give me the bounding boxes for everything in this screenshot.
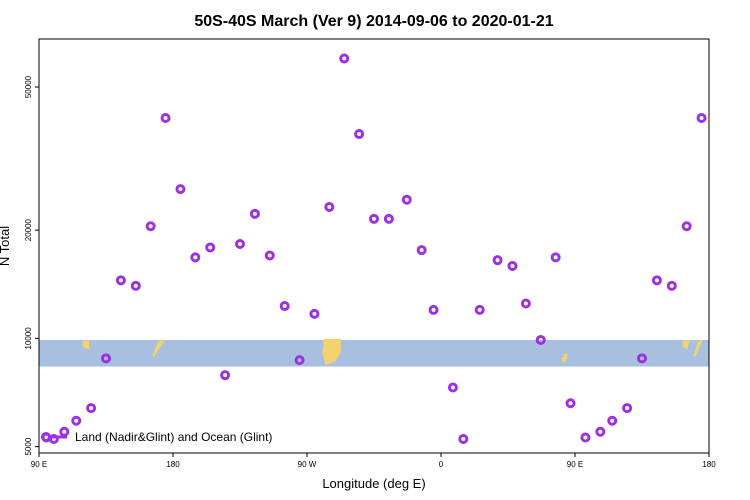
data-point [86, 403, 97, 414]
data-point [474, 304, 485, 315]
ocean-band [39, 339, 709, 367]
data-point [696, 113, 707, 124]
data-point [447, 382, 458, 393]
x-tick-label: 0 [439, 460, 444, 469]
data-point [651, 275, 662, 286]
legend-label: Land (Nadir&Glint) and Ocean (Glint) [75, 430, 272, 444]
data-point [130, 280, 141, 291]
data-point [492, 255, 503, 266]
data-point [115, 275, 126, 286]
legend-marker [41, 432, 51, 442]
data-point [520, 298, 531, 309]
x-tick-label: 90 E [31, 460, 47, 469]
data-point [637, 353, 647, 364]
data-point [220, 370, 231, 381]
data-point [339, 53, 350, 64]
data-point [666, 280, 677, 291]
y-axis-label: N Total [0, 226, 12, 266]
land-patch [152, 339, 165, 357]
data-point [71, 415, 82, 426]
data-point [354, 129, 365, 140]
data-point [205, 242, 216, 253]
data-point [622, 403, 633, 414]
data-point [580, 432, 591, 443]
data-point [383, 213, 394, 224]
data-point [175, 184, 186, 195]
data-point [595, 426, 606, 437]
chart-title: 50S-40S March (Ver 9) 2014-09-06 to 2020… [194, 13, 553, 30]
x-tick-label: 90 E [567, 460, 583, 469]
data-point [235, 238, 245, 249]
data-point [279, 301, 290, 312]
x-tick-label: 180 [702, 460, 716, 469]
data-point [324, 201, 335, 212]
data-point [309, 308, 320, 319]
land-patch [693, 339, 703, 357]
data-point [101, 353, 111, 364]
data-point [565, 398, 576, 409]
data-point [190, 252, 201, 263]
data-point [535, 334, 546, 345]
data-point [507, 260, 518, 271]
data-point [145, 221, 156, 232]
y-axis: 5000 10000 20000 50000 [24, 75, 39, 456]
land-patch [82, 340, 90, 350]
land-patch [563, 353, 568, 360]
x-axis: 90 E 180 90 W 0 90 E 180 [31, 453, 716, 469]
data-point [401, 194, 412, 205]
data-point [416, 245, 427, 256]
data-point [550, 252, 561, 263]
y-tick-label: 20000 [24, 218, 33, 241]
data-point [607, 415, 618, 426]
x-axis-label: Longitude (deg E) [322, 476, 425, 491]
y-tick-label: 5000 [24, 437, 33, 455]
data-point [428, 304, 439, 315]
points-layer [41, 53, 707, 445]
data-point [458, 434, 469, 445]
data-point [160, 113, 171, 124]
data-point [264, 250, 275, 261]
legend: Land (Nadir&Glint) and Ocean (Glint) [41, 430, 272, 444]
data-point [294, 355, 305, 366]
data-point [249, 208, 260, 219]
land-layer [82, 338, 703, 366]
x-tick-label: 180 [166, 460, 180, 469]
y-tick-label: 10000 [24, 327, 33, 350]
land-patch [322, 338, 341, 366]
y-tick-label: 50000 [24, 75, 33, 98]
data-point [369, 213, 379, 224]
data-point [59, 426, 70, 437]
x-tick-label: 90 W [298, 460, 317, 469]
data-point [681, 221, 692, 232]
ocean-band-layer [39, 339, 709, 367]
plot-frame [38, 38, 710, 454]
land-patch [682, 340, 690, 350]
